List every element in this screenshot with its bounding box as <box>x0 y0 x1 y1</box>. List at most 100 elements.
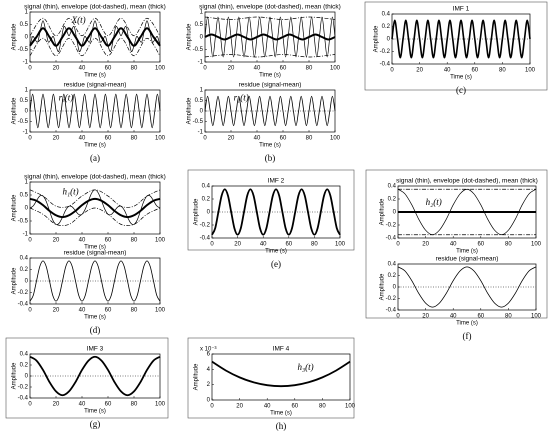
y-tick-label: 0 <box>25 35 29 41</box>
data-line <box>29 93 161 129</box>
y-tick-label: 1 <box>25 88 29 94</box>
plot-area <box>211 353 351 401</box>
y-axis-label: Amplitude <box>12 23 18 50</box>
y-tick-label: 0 <box>393 285 397 291</box>
x-tick-label: 20 <box>228 136 235 142</box>
y-tick-label: -0.2 <box>200 223 211 229</box>
x-tick-label: 60 <box>105 136 112 142</box>
x-tick-label: 60 <box>291 404 298 410</box>
x-tick-label: 60 <box>471 68 478 74</box>
plot-area <box>29 181 161 235</box>
y-tick-label: 0 <box>393 210 397 216</box>
x-tick-label: 20 <box>422 242 429 248</box>
x-tick-label: 60 <box>105 308 112 314</box>
x-tick-label: 60 <box>105 66 112 72</box>
data-line <box>29 37 161 57</box>
x-tick-label: 100 <box>155 238 166 244</box>
y-tick-label: 0.4 <box>388 262 397 268</box>
y-tick-label: -0.2 <box>18 385 29 391</box>
x-tick-label: 80 <box>131 402 138 408</box>
x-tick-label: 0 <box>203 66 207 72</box>
panel-label: (b) <box>265 153 276 163</box>
x-tick-label: 80 <box>131 238 138 244</box>
y-tick-label: 1 <box>200 88 204 94</box>
y-tick-label: 0 <box>25 374 29 380</box>
annotation: h₂(t) <box>426 197 442 207</box>
y-tick-label: -0.4 <box>200 236 211 242</box>
x-tick-label: 100 <box>330 136 341 142</box>
x-tick-label: 100 <box>525 68 536 74</box>
y-axis-label: Amplitude <box>12 267 18 294</box>
x-tick-label: 0 <box>28 66 32 72</box>
data-line <box>391 19 531 59</box>
x-tick-label: 60 <box>105 402 112 408</box>
y-axis-label: Amplitude <box>12 97 18 124</box>
y-tick-label: 0.2 <box>20 267 29 273</box>
panel-frame <box>187 169 355 251</box>
y-tick-label: 1 <box>200 10 204 16</box>
x-tick-label: 80 <box>505 314 512 320</box>
y-tick-label: -0.4 <box>18 302 29 308</box>
y-tick-label: -0.4 <box>386 308 397 314</box>
y-tick-label: 0.2 <box>202 197 211 203</box>
x-tick-label: 40 <box>254 136 261 142</box>
y-tick-label: 0.4 <box>20 352 29 358</box>
panel-label: (f) <box>463 331 472 341</box>
data-line <box>204 95 336 127</box>
data-line <box>204 16 336 20</box>
chart-title: IMF 1 <box>453 6 470 13</box>
chart-title: residue (signal-mean) <box>64 82 127 89</box>
x-axis-label: Time (s) <box>265 249 287 255</box>
chart-title: IMF 3 <box>87 346 104 353</box>
y-tick-label: -0.5 <box>193 119 204 125</box>
data-line <box>211 188 341 236</box>
x-tick-label: 60 <box>105 238 112 244</box>
chart-title: IMF 2 <box>268 178 285 185</box>
y-axis-label: Amplitude <box>380 273 386 300</box>
x-tick-label: 40 <box>79 66 86 72</box>
x-axis-label: Time (s) <box>84 73 106 79</box>
y-axis-label: Amplitude <box>12 194 18 221</box>
data-line <box>204 16 336 58</box>
data-line <box>29 189 161 208</box>
plot-area <box>397 185 537 239</box>
y-axis-label: Amplitude <box>194 363 200 390</box>
data-line <box>29 355 161 397</box>
y-tick-label: 0 <box>200 35 204 41</box>
x-tick-label: 20 <box>53 308 60 314</box>
y-tick-label: -1 <box>23 60 29 66</box>
x-tick-label: 40 <box>79 308 86 314</box>
x-tick-label: 0 <box>28 238 32 244</box>
x-tick-label: 20 <box>422 314 429 320</box>
x-tick-label: 40 <box>260 242 267 248</box>
x-tick-label: 40 <box>254 66 261 72</box>
x-axis-label: Time (s) <box>84 245 106 251</box>
panel-label: (d) <box>90 325 101 335</box>
x-tick-label: 80 <box>311 242 318 248</box>
x-tick-label: 20 <box>53 66 60 72</box>
x-tick-label: 100 <box>155 136 166 142</box>
panel-frame <box>187 337 355 419</box>
y-tick-label: 0 <box>200 109 204 115</box>
data-line <box>397 266 537 308</box>
x-tick-label: 60 <box>477 314 484 320</box>
panel-label: (a) <box>90 153 100 163</box>
x-tick-label: 40 <box>79 136 86 142</box>
y-tick-label: 6 <box>207 352 211 358</box>
panel-label: (e) <box>271 259 281 269</box>
x-tick-label: 0 <box>28 136 32 142</box>
x-tick-label: 100 <box>155 308 166 314</box>
chart-title: signal (thin), envelope (dot-dashed), me… <box>199 4 341 11</box>
x-tick-label: 20 <box>53 402 60 408</box>
y-tick-label: 0.2 <box>388 273 397 279</box>
panel-label: (g) <box>90 419 101 429</box>
y-tick-label: -0.5 <box>18 219 29 225</box>
plot-area <box>397 263 537 311</box>
chart-title: signal (thin), envelope (dot-dashed), me… <box>24 4 166 11</box>
data-line <box>211 360 351 388</box>
y-axis-label: Amplitude <box>380 198 386 225</box>
x-tick-label: 80 <box>306 136 313 142</box>
plot-area <box>29 11 161 63</box>
plot-area <box>211 185 341 239</box>
